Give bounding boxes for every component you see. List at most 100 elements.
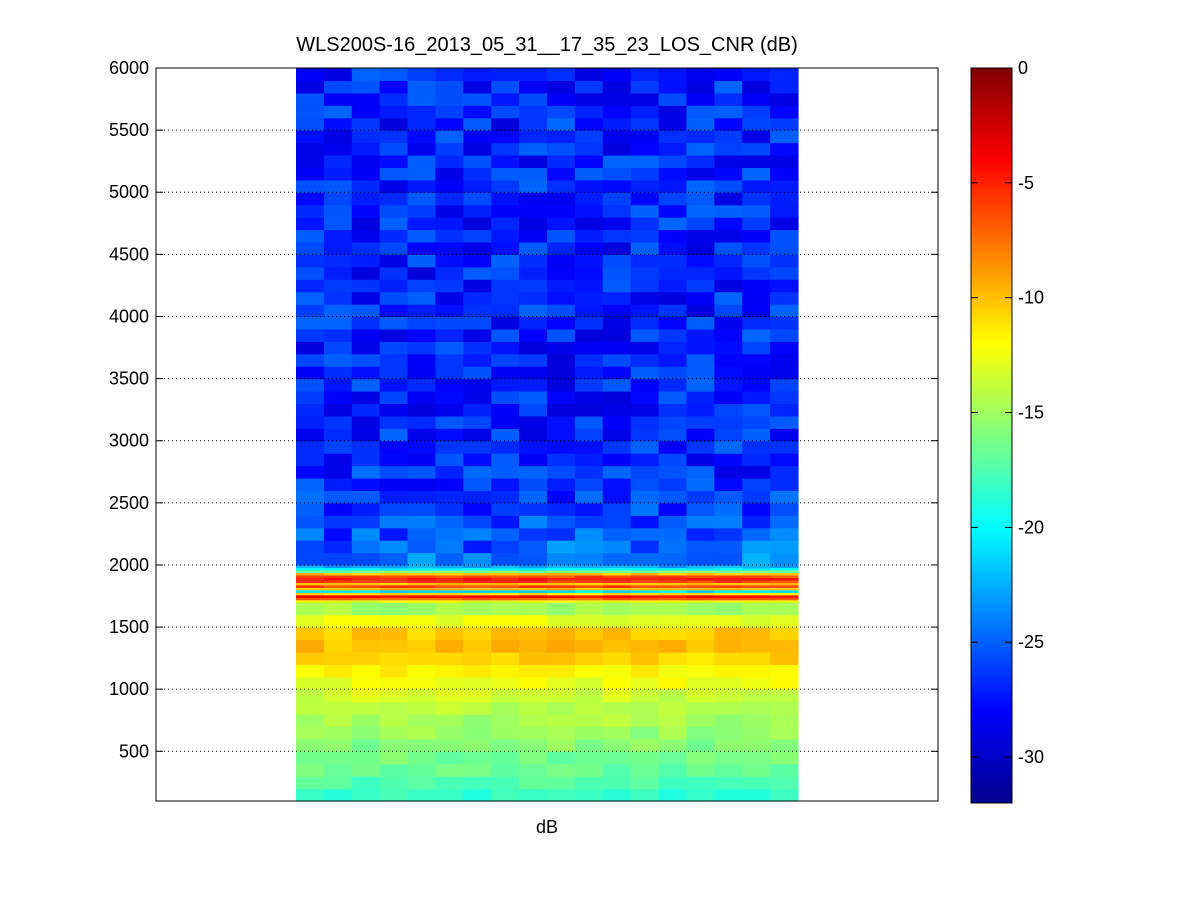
heatmap-cell [379, 477, 409, 491]
heatmap-cell [574, 776, 604, 790]
heatmap-cell [407, 569, 437, 573]
heatmap-cell [714, 763, 743, 777]
heatmap-cell [407, 639, 437, 653]
colorbar-tick-label: -25 [1018, 632, 1044, 652]
heatmap-cell [435, 763, 464, 777]
heatmap-cell [435, 192, 464, 206]
heatmap-cell [686, 366, 715, 380]
heatmap-cell [770, 726, 799, 740]
heatmap-cell [407, 579, 437, 583]
heatmap-cell [602, 701, 632, 715]
heatmap-cell [630, 552, 660, 566]
heatmap-cell [658, 179, 688, 193]
heatmap-cell [519, 515, 548, 529]
heatmap-cell [547, 572, 576, 576]
heatmap-cell [435, 569, 464, 573]
heatmap-cell [602, 552, 632, 566]
heatmap-cell [686, 776, 715, 790]
heatmap-cell [463, 328, 492, 342]
heatmap-cell [770, 154, 799, 168]
heatmap-cell [686, 574, 715, 578]
heatmap-cell [519, 714, 548, 728]
heatmap-cell [379, 378, 409, 392]
heatmap-cell [407, 92, 437, 106]
heatmap-cell [296, 415, 325, 429]
heatmap-cell [630, 105, 660, 119]
heatmap-cell [742, 564, 771, 569]
heatmap-cell [770, 579, 799, 583]
heatmap-cell [351, 229, 381, 243]
heatmap-cell [463, 154, 492, 168]
heatmap-cell [351, 80, 381, 94]
heatmap-cell [714, 304, 743, 318]
heatmap-cell [491, 574, 520, 578]
heatmap-cell [714, 627, 743, 641]
heatmap-cell [714, 92, 743, 106]
colorbar-tick-label: -10 [1018, 288, 1044, 308]
heatmap-cell [630, 142, 660, 156]
heatmap-cell [296, 751, 325, 765]
heatmap-cell [379, 304, 409, 318]
heatmap-cell [630, 587, 660, 591]
heatmap-cell [491, 279, 520, 293]
heatmap-cell [658, 627, 688, 641]
heatmap-cell [686, 440, 715, 454]
heatmap-cell [351, 154, 381, 168]
heatmap-cell [491, 415, 520, 429]
heatmap-cell [379, 80, 409, 94]
heatmap-cell [630, 391, 660, 405]
heatmap-cell [296, 594, 325, 598]
heatmap-cell [519, 291, 548, 305]
heatmap-cell [379, 788, 409, 802]
heatmap-cell [435, 490, 464, 504]
heatmap-cell [323, 477, 353, 491]
heatmap-cell [658, 599, 688, 603]
heatmap-cell [379, 599, 409, 603]
heatmap-cell [351, 651, 381, 665]
heatmap-cell [770, 592, 799, 596]
heatmap-cell [574, 592, 604, 596]
heatmap-cell [407, 490, 437, 504]
heatmap-cell [491, 68, 520, 82]
heatmap-cell [547, 676, 576, 690]
heatmap-cell [463, 465, 492, 479]
heatmap-cell [658, 788, 688, 802]
heatmap-cell [742, 627, 771, 641]
heatmap-cell [547, 403, 576, 417]
heatmap-cell [351, 614, 381, 628]
heatmap-cell [770, 68, 799, 82]
heatmap-cell [407, 676, 437, 690]
heatmap-cell [435, 527, 464, 541]
heatmap-cell [407, 540, 437, 554]
heatmap-cell [630, 592, 660, 596]
heatmap-cell [686, 428, 715, 442]
heatmap-cell [658, 204, 688, 218]
heatmap-cell [351, 602, 381, 616]
heatmap-cell [351, 403, 381, 417]
heatmap-cell [547, 587, 576, 591]
heatmap-cell [323, 776, 353, 790]
heatmap-cell [686, 92, 715, 106]
heatmap-cell [602, 515, 632, 529]
heatmap-cell [630, 353, 660, 367]
heatmap-cell [435, 614, 464, 628]
heatmap-cell [463, 241, 492, 255]
heatmap-cell [351, 105, 381, 119]
heatmap-cell [407, 776, 437, 790]
heatmap-cell [547, 92, 576, 106]
heatmap-cell [407, 664, 437, 678]
heatmap-cell [519, 316, 548, 330]
heatmap-cell [547, 477, 576, 491]
heatmap-cell [686, 415, 715, 429]
heatmap-cell [714, 117, 743, 131]
heatmap-cell [602, 627, 632, 641]
heatmap-cell [519, 664, 548, 678]
heatmap-cell [296, 154, 325, 168]
heatmap-cell [407, 627, 437, 641]
heatmap-cell [547, 465, 576, 479]
heatmap-cell [519, 142, 548, 156]
heatmap-cell [602, 582, 632, 586]
heatmap-cell [574, 80, 604, 94]
heatmap-cell [630, 502, 660, 516]
heatmap-cell [686, 266, 715, 280]
